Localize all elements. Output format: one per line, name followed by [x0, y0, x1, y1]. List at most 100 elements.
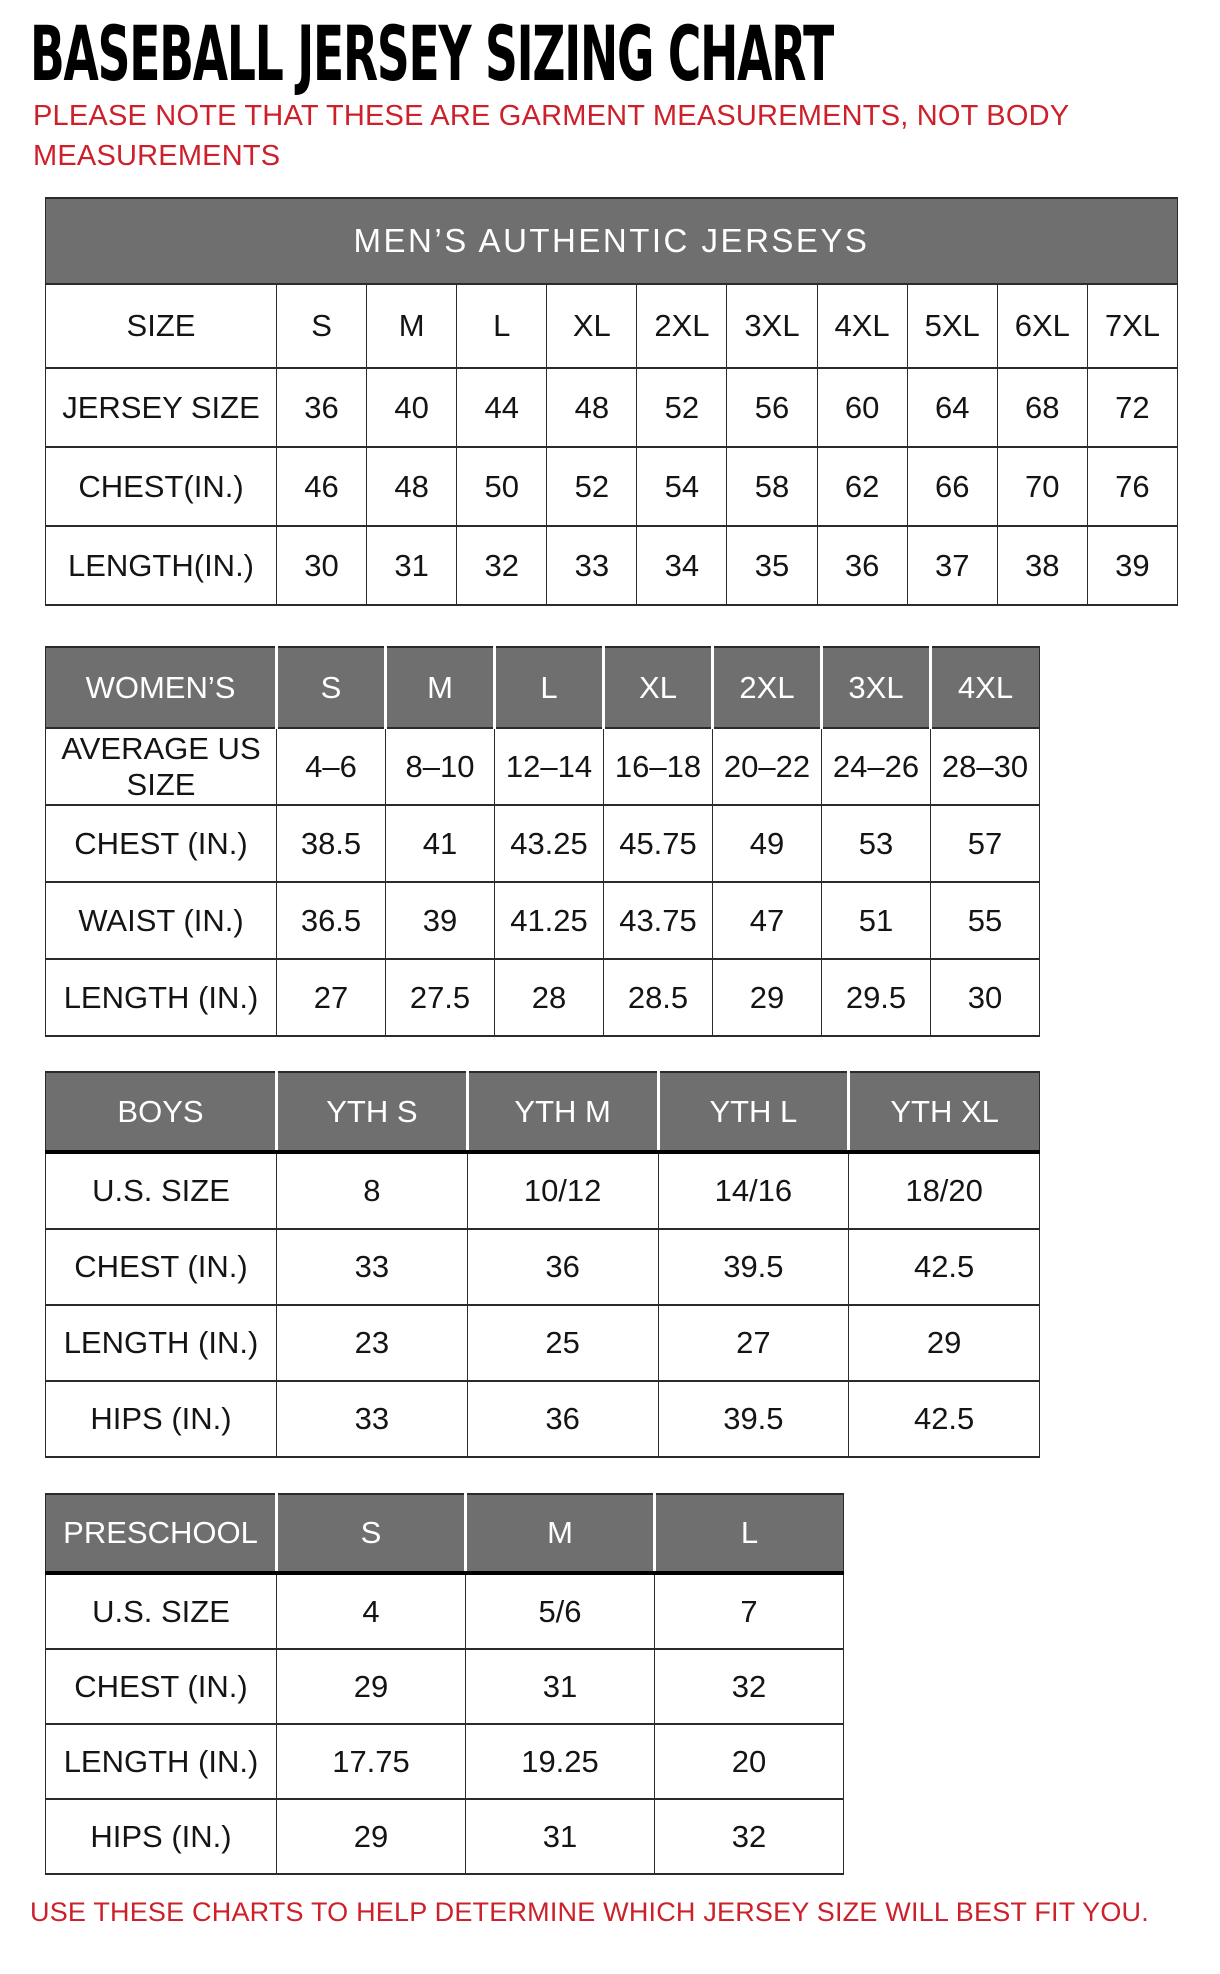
preschool-value-cell: 29: [276, 1648, 466, 1725]
mens-value-cell: 64: [906, 367, 998, 448]
boys-measurement-row: U.S. SIZE 8 10/12 14/16 18/20: [45, 1151, 1040, 1230]
preschool-row-label: CHEST (IN.): [45, 1648, 277, 1725]
womens-value-cell: 30: [930, 958, 1040, 1037]
preschool-header-label: PRESCHOOL: [45, 1493, 278, 1575]
preschool-value-cell: 5/6: [465, 1572, 655, 1650]
mens-authentic-jerseys-table: MEN’S AUTHENTIC JERSEYS SIZE S M L XL 2XL 3XL…: [45, 197, 1179, 606]
boys-size-yth-l: YTH L: [657, 1071, 851, 1154]
boys-value-cell: 27: [657, 1304, 850, 1382]
mens-row-label: CHEST(IN.): [45, 446, 277, 527]
mens-size-3xl: 3XL: [726, 283, 818, 369]
womens-value-cell: 49: [712, 804, 822, 883]
mens-size-7xl: 7XL: [1086, 283, 1179, 369]
mens-value-cell: 62: [816, 446, 908, 527]
preschool-measurement-row: CHEST (IN.) 29 31 32: [45, 1648, 844, 1725]
womens-size-2xl: 2XL: [712, 646, 823, 729]
mens-value-cell: 48: [366, 446, 458, 527]
boys-value-cell: 39.5: [657, 1380, 850, 1458]
womens-value-cell: 27: [276, 958, 386, 1037]
preschool-row-label: HIPS (IN.): [45, 1798, 277, 1875]
womens-value-cell: 41: [385, 804, 495, 883]
mens-measurement-row: LENGTH(IN.) 30 31 32 33 34 35 36 37 38 39: [45, 525, 1179, 606]
mens-value-cell: 35: [726, 525, 818, 606]
boys-size-yth-xl: YTH XL: [848, 1071, 1040, 1154]
womens-measurement-row: LENGTH (IN.) 27 27.5 28 28.5 29 29.5 30: [45, 958, 1040, 1037]
mens-size-label: SIZE: [45, 283, 277, 369]
mens-value-cell: 33: [546, 525, 638, 606]
mens-value-cell: 44: [456, 367, 548, 448]
preschool-size-s: S: [276, 1493, 467, 1575]
mens-value-cell: 38: [996, 525, 1088, 606]
mens-size-m: M: [366, 283, 458, 369]
womens-value-cell: 4–6: [276, 727, 386, 806]
boys-value-cell: 36: [466, 1380, 659, 1458]
mens-value-cell: 68: [996, 367, 1088, 448]
mens-value-cell: 36: [275, 367, 368, 448]
boys-measurement-row: HIPS (IN.) 33 36 39.5 42.5: [45, 1380, 1040, 1458]
womens-value-cell: 36.5: [276, 881, 386, 960]
preschool-table-body: U.S. SIZE 4 5/6 7 CHEST (IN.) 29 31 32 LENGTH (I…: [45, 1572, 844, 1875]
mens-size-header-row: SIZE S M L XL 2XL 3XL 4XL 5XL 6XL 7XL: [45, 283, 1179, 369]
preschool-measurement-row: HIPS (IN.) 29 31 32: [45, 1798, 844, 1875]
preschool-value-cell: 19.25: [465, 1723, 655, 1800]
mens-value-cell: 66: [906, 446, 998, 527]
preschool-measurement-row: LENGTH (IN.) 17.75 19.25 20: [45, 1723, 844, 1800]
womens-header-label: WOMEN’S: [45, 646, 278, 729]
boys-header-label: BOYS: [45, 1071, 278, 1154]
womens-value-cell: 43.25: [494, 804, 604, 883]
womens-value-cell: 45.75: [603, 804, 713, 883]
womens-size-m: M: [385, 646, 496, 729]
womens-value-cell: 27.5: [385, 958, 495, 1037]
preschool-value-cell: 32: [654, 1648, 844, 1725]
womens-size-xl: XL: [603, 646, 714, 729]
womens-value-cell: 29: [712, 958, 822, 1037]
boys-table-body: U.S. SIZE 8 10/12 14/16 18/20 CHEST (IN.) 33 36…: [45, 1151, 1040, 1458]
womens-value-cell: 20–22: [712, 727, 822, 806]
mens-value-cell: 52: [546, 446, 638, 527]
mens-table-body: JERSEY SIZE 36 40 44 48 52 56 60 64 68 72 CHEST(IN.…: [45, 367, 1179, 606]
mens-table-banner: MEN’S AUTHENTIC JERSEYS: [45, 197, 1178, 285]
womens-measurement-row: CHEST (IN.) 38.5 41 43.25 45.75 49 53 57: [45, 804, 1040, 883]
womens-measurement-row: AVERAGE US SIZE 4–6 8–10 12–14 16–18 20–22 24–…: [45, 727, 1040, 806]
womens-value-cell: 51: [821, 881, 931, 960]
womens-value-cell: 28–30: [930, 727, 1040, 806]
preschool-size-m: M: [465, 1493, 656, 1575]
womens-value-cell: 41.25: [494, 881, 604, 960]
womens-size-s: S: [276, 646, 387, 729]
preschool-value-cell: 32: [654, 1798, 844, 1875]
womens-row-label: CHEST (IN.): [45, 804, 277, 883]
mens-value-cell: 56: [726, 367, 818, 448]
womens-value-cell: 16–18: [603, 727, 713, 806]
mens-size-2xl: 2XL: [636, 283, 728, 369]
preschool-row-label: LENGTH (IN.): [45, 1723, 277, 1800]
mens-value-cell: 76: [1086, 446, 1179, 527]
mens-value-cell: 58: [726, 446, 818, 527]
boys-measurement-row: CHEST (IN.) 33 36 39.5 42.5: [45, 1228, 1040, 1306]
womens-value-cell: 55: [930, 881, 1040, 960]
womens-value-cell: 8–10: [385, 727, 495, 806]
mens-value-cell: 46: [275, 446, 368, 527]
boys-value-cell: 14/16: [657, 1151, 850, 1230]
boys-value-cell: 18/20: [848, 1151, 1040, 1230]
boys-value-cell: 10/12: [466, 1151, 659, 1230]
preschool-value-cell: 7: [654, 1572, 844, 1650]
boys-measurement-row: LENGTH (IN.) 23 25 27 29: [45, 1304, 1040, 1382]
womens-value-cell: 39: [385, 881, 495, 960]
boys-row-label: LENGTH (IN.): [45, 1304, 277, 1382]
preschool-value-cell: 17.75: [276, 1723, 466, 1800]
womens-jerseys-table: WOMEN’S S M L XL 2XL 3XL 4XL AVERAGE US SIZE 4–…: [45, 646, 1040, 1037]
womens-value-cell: 29.5: [821, 958, 931, 1037]
boys-row-label: HIPS (IN.): [45, 1380, 277, 1458]
preschool-size-l: L: [654, 1493, 844, 1575]
mens-value-cell: 37: [906, 525, 998, 606]
boys-row-label: U.S. SIZE: [45, 1151, 277, 1230]
mens-value-cell: 50: [456, 446, 548, 527]
womens-value-cell: 47: [712, 881, 822, 960]
mens-value-cell: 54: [636, 446, 728, 527]
womens-value-cell: 57: [930, 804, 1040, 883]
womens-size-3xl: 3XL: [821, 646, 932, 729]
footer-note: USE THESE CHARTS TO HELP DETERMINE WHICH…: [30, 1897, 1149, 1927]
boys-size-header-row: BOYS YTH S YTH M YTH L YTH XL: [45, 1071, 1040, 1154]
boys-value-cell: 29: [848, 1304, 1040, 1382]
